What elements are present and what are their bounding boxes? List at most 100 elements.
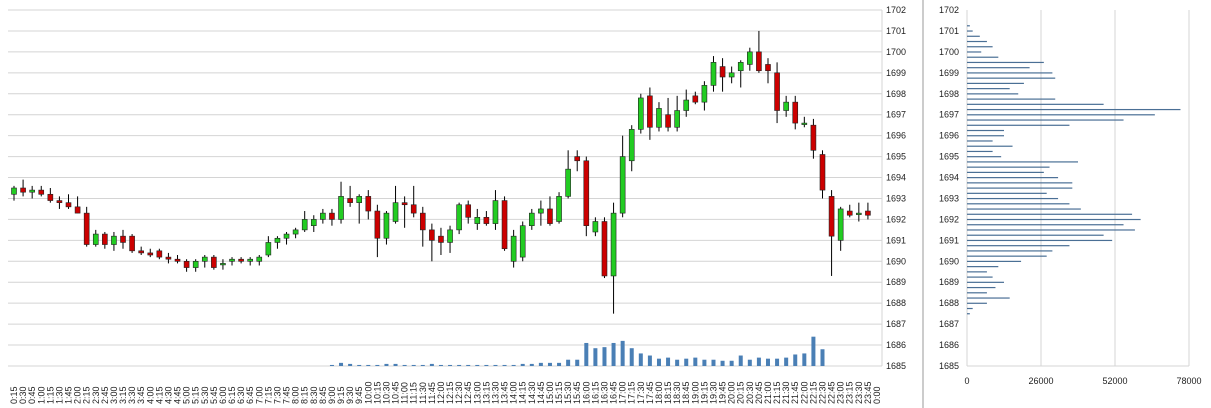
- volume-bar: [656, 358, 661, 366]
- price-tick-label: 1686: [886, 340, 906, 350]
- volume-bar: [584, 342, 589, 366]
- price-tick-label: 1692: [886, 214, 906, 224]
- candle-body: [692, 95, 699, 103]
- time-tick-label: 1:45: [64, 386, 74, 404]
- profile-bar: [967, 286, 996, 289]
- profile-bar: [967, 145, 1013, 147]
- profile-bar: [967, 218, 1141, 221]
- profile-bar: [967, 271, 987, 273]
- candle-body: [638, 97, 644, 130]
- candle-body: [429, 229, 435, 241]
- time-tick-label: 2:00: [73, 386, 83, 404]
- volume-bar: [647, 355, 652, 366]
- time-tick-label: 15:15: [554, 381, 564, 404]
- time-tick-label: 13:45: [500, 381, 510, 404]
- candle-body: [247, 258, 253, 262]
- time-tick-label: 5:45: [209, 386, 219, 404]
- profile-y-tick-label: 1690: [939, 256, 959, 266]
- time-tick-label: 2:45: [100, 386, 110, 404]
- time-tick-label: 21:15: [772, 381, 782, 404]
- profile-bar: [967, 171, 1044, 173]
- profile-y-tick-label: 1687: [939, 319, 959, 329]
- profile-bar: [967, 166, 1050, 168]
- volume-bar: [538, 362, 543, 366]
- profile-y-tick-label: 1691: [939, 235, 959, 245]
- profile-bar: [967, 119, 1124, 121]
- candle-body: [701, 85, 708, 103]
- time-tick-label: 11:15: [409, 382, 419, 404]
- volume-bar: [693, 357, 698, 366]
- time-tick-label: 8:15: [300, 386, 310, 404]
- time-tick-label: 5:15: [191, 386, 201, 404]
- time-tick-label: 6:45: [245, 386, 255, 404]
- profile-bar: [967, 156, 1002, 158]
- candle-body: [211, 256, 217, 268]
- time-tick-label: 14:15: [518, 381, 528, 404]
- volume-bar: [602, 347, 607, 366]
- candle-body: [147, 252, 154, 256]
- candle-body: [74, 206, 81, 214]
- profile-bar: [967, 245, 1070, 247]
- profile-bar: [967, 182, 1073, 184]
- time-tick-label: 22:15: [808, 381, 818, 404]
- profile-y-tick-label: 1685: [939, 361, 959, 371]
- price-tick-label: 1701: [886, 26, 906, 36]
- profile-bar: [967, 77, 1056, 79]
- profile-x-tick-label: 26000: [1028, 376, 1053, 386]
- candle-body: [865, 210, 871, 216]
- candle-body: [347, 198, 353, 203]
- profile-bar: [967, 307, 973, 310]
- volume-bar: [666, 357, 671, 366]
- profile-y-tick-label: 1697: [939, 110, 959, 120]
- candle-body: [129, 235, 135, 252]
- time-tick-label: 18:00: [654, 381, 664, 404]
- volume-bar: [393, 363, 398, 366]
- volume-bar: [720, 360, 725, 366]
- volume-bar: [511, 364, 516, 366]
- price-tick-label: 1688: [886, 298, 906, 308]
- profile-bar: [967, 135, 1004, 137]
- profile-bar: [967, 187, 1073, 189]
- time-tick-label: 8:30: [309, 386, 319, 404]
- time-tick-label: 22:00: [799, 381, 809, 404]
- candle-body: [656, 108, 662, 128]
- profile-bar: [967, 40, 987, 43]
- profile-bar: [967, 292, 987, 294]
- candle-body: [38, 189, 45, 195]
- time-tick-label: 11:00: [400, 382, 410, 404]
- time-tick-label: 4:00: [145, 386, 155, 404]
- volume-bar: [675, 359, 680, 366]
- candle-body: [456, 204, 462, 231]
- time-tick-label: 9:15: [336, 386, 346, 404]
- candle-body: [447, 229, 453, 243]
- profile-bar: [967, 224, 1124, 226]
- volume-bar: [502, 364, 507, 366]
- profile-bar: [967, 192, 1047, 194]
- candle-body: [301, 219, 308, 231]
- volume-bar: [593, 348, 598, 366]
- candle-body: [783, 101, 789, 111]
- candle-body: [47, 193, 54, 201]
- candle-body: [846, 210, 853, 216]
- time-tick-label: 2:15: [82, 386, 92, 404]
- volume-bar: [420, 364, 425, 366]
- time-tick-label: 12:30: [454, 381, 464, 404]
- time-tick-label: 10:00: [363, 381, 373, 404]
- candle-body: [765, 64, 771, 72]
- time-tick-label: 13:00: [472, 381, 482, 404]
- volume-bar: [348, 363, 353, 366]
- volume-bar: [466, 364, 471, 366]
- candle-body: [592, 221, 599, 233]
- time-tick-label: 14:45: [536, 381, 546, 404]
- time-tick-label: 17:00: [618, 381, 628, 404]
- volume-bar: [329, 364, 334, 366]
- time-tick-label: 10:15: [372, 381, 382, 404]
- time-tick-label: 16:45: [609, 381, 619, 404]
- volume-bar: [702, 359, 707, 366]
- profile-y-tick-label: 1695: [939, 152, 959, 162]
- time-tick-label: 6:15: [227, 386, 237, 404]
- time-tick-label: 9:30: [345, 386, 355, 404]
- profile-y-tick-label: 1693: [939, 193, 959, 203]
- candle-body: [828, 196, 835, 237]
